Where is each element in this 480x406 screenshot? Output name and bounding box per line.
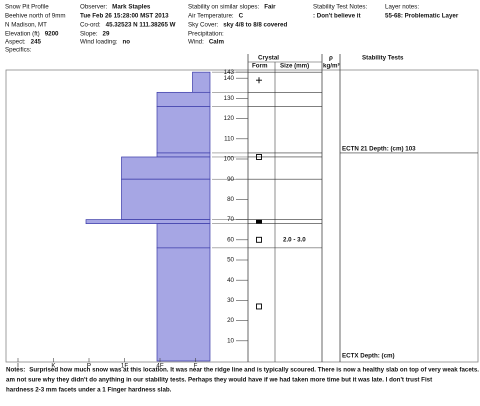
header-value: 9200 <box>45 31 59 38</box>
column-header: Stability Tests <box>362 55 404 62</box>
header-value: C <box>239 13 244 20</box>
hardness-bar <box>156 223 211 249</box>
header-label: Wind loading: <box>80 39 118 46</box>
header-value: sky 4/8 to 8/8 covered <box>223 22 287 29</box>
depth-tick-label: 100 <box>224 156 235 163</box>
depth-tick-label: 140 <box>224 75 235 82</box>
depth-tick-label: 40 <box>227 277 234 284</box>
column-header: kg/m³ <box>323 63 340 70</box>
column-header: Form <box>252 63 268 70</box>
depth-tick-label: 110 <box>224 135 234 142</box>
depth-tick-label: 80 <box>227 196 234 203</box>
column-header: ρ <box>329 55 333 62</box>
crystal-size: 2.0 - 3.0 <box>283 236 306 243</box>
stability-test: ECTN 21 Depth: (cm) 103 <box>342 146 416 153</box>
header-label: Aspect: <box>5 39 26 46</box>
depth-tick-label: 130 <box>224 95 235 102</box>
notes-line: Surprised how much snow was at this loca… <box>29 367 480 374</box>
header-label: Layer notes: <box>385 4 419 11</box>
depth-tick-label: 20 <box>227 317 234 324</box>
header-label: Specifics: <box>5 47 32 54</box>
hardness-label: 4F <box>156 363 163 370</box>
depth-tick-label: 120 <box>224 115 235 122</box>
header-value: Tue Feb 26 15:28:00 MST 2013 <box>80 13 169 20</box>
depth-tick-label: 60 <box>227 236 234 243</box>
hardness-bar <box>156 91 211 107</box>
header-value: 45.32523 N 111.38265 W <box>106 22 176 29</box>
header-label: Elevation (ft) <box>5 31 40 38</box>
header-label: Precipitation: <box>188 31 224 38</box>
crystal-square <box>256 154 262 160</box>
header-value: no <box>123 39 131 46</box>
hardness-bar <box>121 156 211 180</box>
hardness-label: F <box>194 363 198 370</box>
header-label: Beehive north of 9mm <box>5 13 66 20</box>
notes-line: am not sure why they didn't do anything … <box>6 377 432 384</box>
hardness-label: P <box>87 363 91 370</box>
depth-tick-label: 30 <box>227 297 234 304</box>
hardness-label: K <box>51 363 56 370</box>
depth-tick-label: 70 <box>227 216 234 223</box>
depth-tick-label: 10 <box>227 337 234 344</box>
crystal-filled <box>256 219 262 224</box>
header-label: Slope: <box>80 31 98 38</box>
header-label: Air Temperature: <box>188 13 234 20</box>
header-label: Stability Test Notes: <box>313 4 368 11</box>
header-label: Snow Pit Profile <box>5 4 49 11</box>
header-label: Observer: <box>80 4 107 11</box>
hardness-label: I <box>17 363 19 370</box>
header-label: Sky Cover: <box>188 22 219 29</box>
depth-tick-label: 90 <box>227 176 234 183</box>
crystal-square <box>256 303 262 310</box>
column-header: Size (mm) <box>280 63 309 70</box>
header-value: Mark Staples <box>112 4 151 11</box>
header-label: Co-ord: <box>80 22 101 29</box>
hardness-bar <box>156 247 211 362</box>
hardness-bar <box>121 178 211 220</box>
crystal-square <box>256 236 262 243</box>
header-value: Calm <box>209 39 225 46</box>
hardness-bar <box>156 152 211 158</box>
header-value: 55-68: Problematic Layer <box>385 13 459 20</box>
hardness-bar <box>192 71 211 93</box>
notes-line: hardness 2-3 mm facets under a 1 Finger … <box>6 387 172 394</box>
hardness-bar <box>156 106 211 154</box>
depth-tick-label: 50 <box>227 257 234 264</box>
hardness-bar <box>85 219 211 224</box>
header-value: Fair <box>264 4 276 11</box>
header-label: Stability on similar slopes: <box>188 4 259 11</box>
header-value: : Don't believe it <box>313 13 361 20</box>
crystal-plus <box>256 77 262 84</box>
hardness-label: 1F <box>121 363 128 370</box>
header-label: N Madison, MT <box>5 22 47 29</box>
header-value: 29 <box>103 31 110 38</box>
header-label: Wind: <box>188 39 204 46</box>
stability-test: ECTX Depth: (cm) <box>342 353 395 360</box>
depth-tick-label: 143 <box>224 69 235 76</box>
column-header: Crystal <box>258 55 279 62</box>
notes-label: Notes: <box>6 367 25 374</box>
profile-frame <box>5 69 479 363</box>
header-value: 245 <box>31 39 42 46</box>
